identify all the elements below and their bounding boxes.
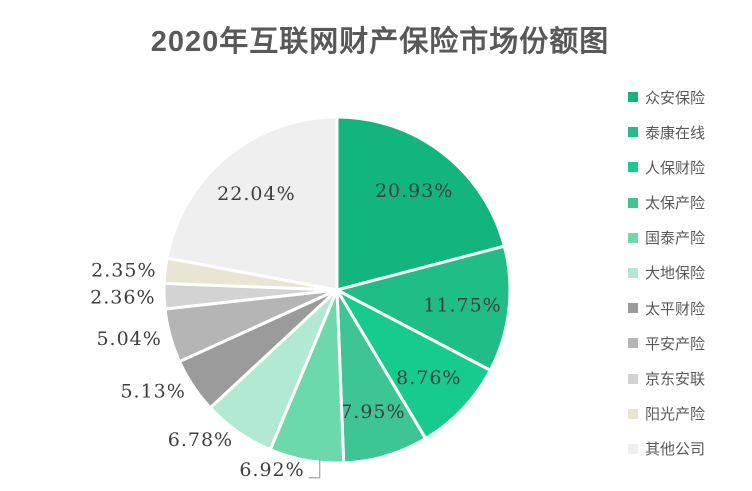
legend-label: 阳光产险	[645, 405, 706, 424]
legend-swatch-icon	[628, 197, 638, 208]
legend-item-大地保险[interactable]: 大地保险	[628, 264, 705, 282]
legend-swatch-icon	[628, 303, 638, 314]
slice-label-其他公司: 22.04%	[217, 183, 295, 205]
legend-item-太平财险[interactable]: 太平财险	[628, 299, 706, 318]
legend-item-其他公司[interactable]: 其他公司	[628, 440, 705, 458]
legend-swatch-icon	[628, 92, 638, 102]
legend-item-人保财险[interactable]: 人保财险	[628, 158, 706, 177]
slice-label-阳光产险: 2.35%	[91, 260, 156, 282]
legend-label: 大地保险	[645, 264, 706, 283]
legend-label: 平安产险	[645, 334, 706, 353]
legend-item-泰康在线[interactable]: 泰康在线	[628, 123, 706, 142]
slice-label-太平财险: 5.13%	[120, 381, 185, 403]
pie-slice-人保财险[interactable]	[335, 288, 492, 441]
legend-label: 太平财险	[645, 299, 706, 318]
legend-label: 京东安联	[645, 370, 706, 388]
legend-swatch-icon	[628, 267, 638, 278]
chart-title: 2020年互联网财产保险市场份额图	[150, 26, 610, 58]
pie-slice-众安保险[interactable]	[335, 115, 506, 292]
slice-label-平安产险: 5.04%	[96, 328, 161, 350]
legend-swatch-icon	[628, 443, 638, 454]
legend-swatch-icon	[628, 127, 638, 138]
legend-swatch-icon	[628, 232, 638, 243]
legend-item-太保产险[interactable]: 太保产险	[628, 194, 705, 212]
legend-label: 泰康在线	[645, 123, 706, 142]
legend-label: 太保产险	[645, 194, 706, 213]
label-leader-line	[308, 458, 321, 479]
legend-item-国泰产险[interactable]: 国泰产险	[628, 229, 705, 247]
legend-item-众安保险[interactable]: 众安保险	[628, 88, 706, 107]
legend-item-京东安联[interactable]: 京东安联	[628, 370, 705, 388]
legend-item-阳光产险[interactable]: 阳光产险	[628, 405, 705, 423]
pie-slice-泰康在线[interactable]	[335, 244, 512, 372]
legend-swatch-icon	[628, 338, 638, 349]
legend-swatch-icon	[628, 162, 638, 173]
pie-slice-其他公司[interactable]	[165, 115, 339, 292]
slice-label-国泰产险: 6.92%	[239, 459, 304, 481]
legend-label: 国泰产险	[645, 229, 706, 248]
legend-label: 其他公司	[645, 440, 706, 459]
legend-swatch-icon	[628, 373, 638, 384]
legend-label: 众安保险	[645, 88, 706, 107]
slice-label-太保产险: 7.95%	[340, 401, 405, 423]
slice-label-人保财险: 8.76%	[396, 367, 461, 389]
legend-swatch-icon	[628, 408, 638, 419]
legend-item-平安产险[interactable]: 平安产险	[628, 334, 706, 353]
slice-label-众安保险: 20.93%	[375, 180, 453, 202]
slice-label-泰康在线: 11.75%	[423, 294, 501, 316]
legend-label: 人保财险	[645, 158, 706, 177]
slice-label-京东安联: 2.36%	[90, 287, 155, 309]
legend: 众安保险泰康在线人保财险太保产险国泰产险大地保险太平财险平安产险京东安联阳光产险…	[628, 88, 705, 458]
slice-label-大地保险: 6.78%	[168, 429, 233, 451]
